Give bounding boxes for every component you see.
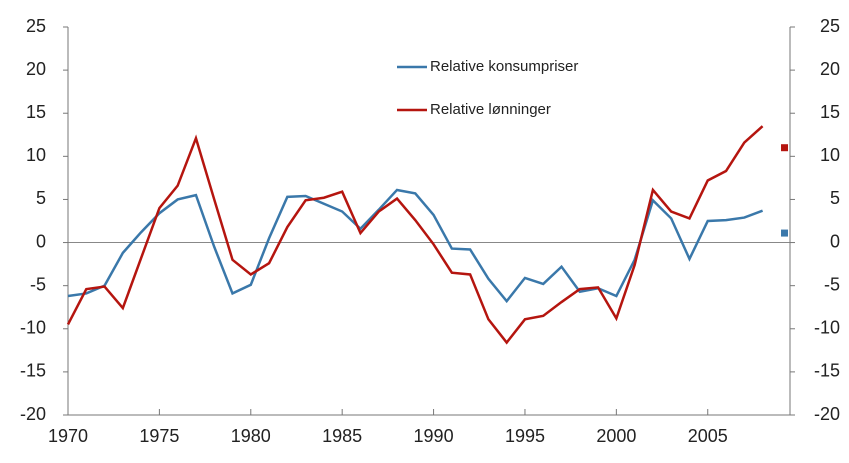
legend-label: Relative lønninger	[430, 101, 551, 118]
y2-tick-label: 25	[820, 16, 840, 36]
series-line	[67, 188, 764, 304]
x-tick-label: 1970	[48, 426, 88, 446]
marker	[781, 229, 789, 237]
y-tick-label: -10	[20, 318, 46, 338]
y-tick-label: 0	[36, 231, 46, 251]
x-tick-label: 2005	[688, 426, 728, 446]
series-line	[66, 125, 764, 345]
y2-tick-label: 15	[820, 102, 840, 122]
x-tick-label: 1995	[505, 426, 545, 446]
y2-tick-label: -10	[814, 318, 840, 338]
marker	[781, 144, 789, 152]
y2-tick-label: 20	[820, 59, 840, 79]
y-tick-label: -5	[30, 274, 46, 294]
y-tick-label: 20	[26, 59, 46, 79]
y-tick-label: 15	[26, 102, 46, 122]
y2-tick-label: 0	[830, 231, 840, 251]
y2-tick-label: -15	[814, 361, 840, 381]
y-tick-label: 5	[36, 188, 46, 208]
y2-tick-label: -5	[824, 274, 840, 294]
y2-tick-label: -20	[814, 404, 840, 424]
y2-tick-label: 5	[830, 188, 840, 208]
x-tick-label: 1980	[231, 426, 271, 446]
x-tick-label: 2000	[596, 426, 636, 446]
y2-tick-label: 10	[820, 145, 840, 165]
legend-label: Relative konsumpriser	[430, 58, 578, 75]
x-tick-label: 1990	[414, 426, 454, 446]
x-tick-label: 1975	[139, 426, 179, 446]
y-tick-label: 10	[26, 145, 46, 165]
y-tick-label: -15	[20, 361, 46, 381]
x-tick-label: 1985	[322, 426, 362, 446]
y-tick-label: 25	[26, 16, 46, 36]
y-tick-label: -20	[20, 404, 46, 424]
